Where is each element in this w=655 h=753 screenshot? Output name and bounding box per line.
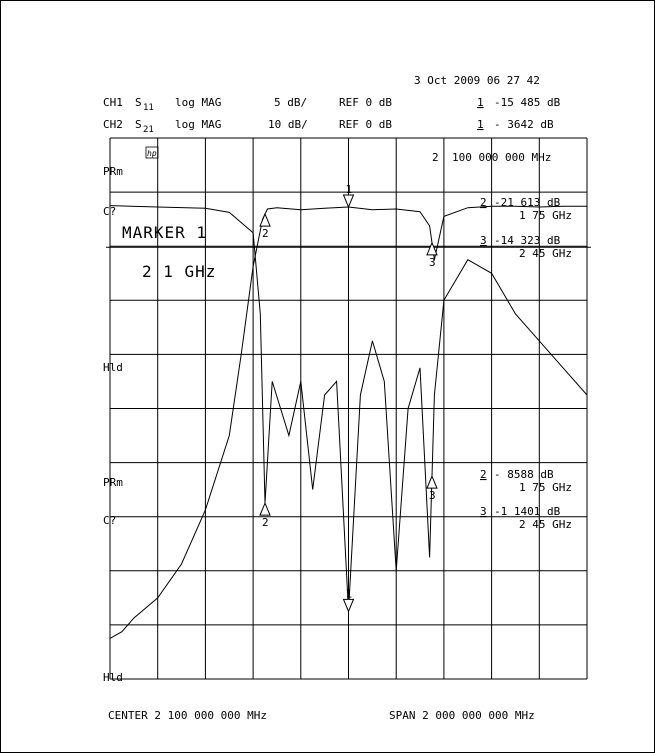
s21-marker-2-num: 2 (480, 468, 487, 481)
marker-table-s21: 2 - 8588 dB 1 75 GHz 3 -1 1401 dB 2 45 G… (480, 468, 572, 531)
marker-freq-value: 100 000 000 MHz (452, 151, 551, 164)
traces (109, 205, 588, 639)
marker-2-s21 (259, 212, 271, 227)
ch2-param-sub: 21 (143, 125, 154, 135)
marker-2-s11 (259, 501, 271, 516)
marker-1-s21 (342, 194, 355, 209)
side-label-hld-bottom: Hld (103, 671, 123, 684)
ch1-ref: REF 0 dB (339, 96, 392, 109)
ch1-param: S (135, 96, 142, 109)
ch1-label: CH1 (103, 96, 123, 109)
s11-marker-3-freq: 2 45 GHz (519, 247, 572, 260)
marker-annotation-value: 2 1 GHz (142, 262, 216, 281)
trace-s21 (109, 205, 587, 639)
s21-marker-3-freq: 2 45 GHz (519, 518, 572, 531)
ch2-format: log MAG (175, 118, 221, 131)
s11-marker-3-num: 3 (480, 234, 487, 247)
ch2-marker-num: 1 (477, 118, 484, 131)
marker-label-1-s11: 1 (346, 587, 353, 600)
ch2-marker-value: - 3642 dB (494, 118, 554, 131)
ch1-marker-value: -15 485 dB (494, 96, 561, 109)
date-time: 3 Oct 2009 06 27 42 (414, 74, 540, 87)
trace-s11 (109, 205, 588, 612)
side-label-prm-bottom: PRm (103, 476, 123, 489)
ch1-param-sub: 11 (143, 103, 154, 113)
s21-marker-3-value: -1 1401 dB (494, 505, 561, 518)
hp-logo-box (145, 146, 159, 159)
ch1-scale: 5 dB/ (274, 96, 307, 109)
s21-marker-3-num: 3 (480, 505, 487, 518)
marker-1-s11 (342, 598, 355, 613)
s11-marker-2-value: -21 613 dB (494, 196, 561, 209)
footer-center: CENTER 2 100 000 000 MHz (108, 709, 267, 722)
s21-marker-2-value: - 8588 dB (494, 468, 554, 481)
ch2-param: S (135, 118, 142, 131)
marker-label-3-s11: 3 (429, 489, 436, 502)
s21-marker-2-freq: 1 75 GHz (519, 481, 572, 494)
marker-freq-num: 2 (432, 151, 439, 164)
ch1-marker-num: 1 (477, 96, 484, 109)
s11-marker-2-freq: 1 75 GHz (519, 209, 572, 222)
hp-logo: hp (147, 149, 157, 158)
marker-table-s11: 2 -21 613 dB 1 75 GHz 3 -14 323 dB 2 45 … (480, 196, 572, 260)
ch2-scale: 10 dB/ (268, 118, 308, 131)
ch1-format: log MAG (175, 96, 221, 109)
marker-label-1-s21: 1 (346, 183, 353, 196)
marker-label-2-s21: 2 (262, 227, 269, 240)
graticule (106, 137, 591, 680)
marker-annotation-title: MARKER 1 (122, 223, 207, 242)
s11-marker-3-value: -14 323 dB (494, 234, 561, 247)
ch2-ref: REF 0 dB (339, 118, 392, 131)
markers: 1 2 3 1 2 3 (259, 183, 438, 613)
marker-label-3-s21: 3 (429, 256, 436, 269)
marker-3-s21 (426, 241, 438, 256)
s11-marker-2-num: 2 (480, 196, 487, 209)
footer-span: SPAN 2 000 000 000 MHz (389, 709, 535, 722)
side-label-prm-top: PRm (103, 165, 123, 178)
marker-label-2-s11: 2 (262, 516, 269, 529)
marker-3-s11 (426, 474, 438, 489)
ch2-label: CH2 (103, 118, 123, 131)
side-label-hld-mid: Hld (103, 361, 123, 374)
